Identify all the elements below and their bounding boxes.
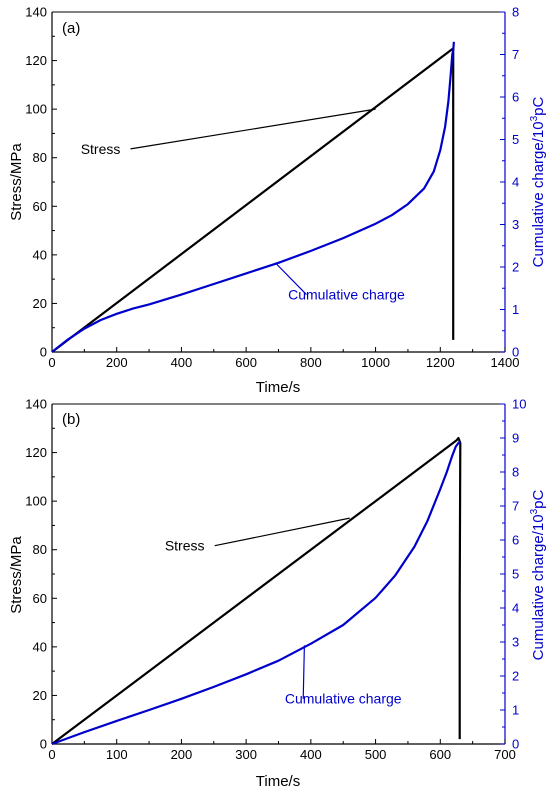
y2-tick-label: 2	[512, 260, 519, 275]
annotation-leader-line	[274, 262, 307, 295]
y2-tick-label: 1	[512, 302, 519, 317]
y-axis-label: Stress/MPa	[8, 143, 25, 221]
x-tick-label: 1400	[491, 355, 520, 370]
y2-tick-label: 6	[512, 533, 519, 548]
y2-tick-label: 7	[512, 47, 519, 62]
annotation-label: Stress	[165, 538, 205, 554]
annotation-label: Stress	[81, 141, 121, 157]
y-tick-label: 140	[25, 5, 47, 20]
y2-tick-label: 3	[512, 217, 519, 232]
y2-tick-label: 5	[512, 567, 519, 582]
panel-label: (b)	[62, 411, 80, 428]
y2-tick-label: 6	[512, 90, 519, 105]
y2-tick-label: 4	[512, 601, 519, 616]
y-tick-label: 0	[40, 737, 47, 752]
x-axis-label: Time/s	[256, 379, 300, 396]
y2-tick-label: 9	[512, 431, 519, 446]
series-line-stress	[51, 47, 455, 353]
x-tick-label: 200	[106, 355, 128, 370]
x-tick-label: 700	[494, 747, 516, 762]
series-line-stress	[51, 436, 462, 745]
x-tick-label: 1000	[361, 355, 390, 370]
y-tick-label: 140	[25, 397, 47, 412]
x-tick-label: 200	[171, 747, 193, 762]
y-axis-label: Stress/MPa	[8, 536, 25, 614]
y-tick-label: 100	[25, 102, 47, 117]
y-tick-label: 40	[33, 247, 47, 262]
chart-panel-b: (b) Time/s Stress/MPa Cumulative charge/…	[8, 397, 547, 791]
y-tick-label: 100	[25, 494, 47, 509]
y2-tick-label: 5	[512, 132, 519, 147]
y-tick-label: 80	[33, 150, 47, 165]
x-tick-label: 600	[429, 747, 451, 762]
y-tick-label: 120	[25, 445, 47, 460]
x-tick-label: 0	[48, 355, 55, 370]
panel-label: (a)	[62, 20, 80, 37]
y-tick-label: 60	[33, 199, 47, 214]
annotation-label: Cumulative charge	[288, 287, 405, 303]
y2-tick-label: 1	[512, 703, 519, 718]
y2-tick-label: 3	[512, 635, 519, 650]
y-tick-label: 60	[33, 591, 47, 606]
x-tick-label: 400	[171, 355, 193, 370]
x-tick-label: 600	[235, 355, 257, 370]
x-axis-label: Time/s	[256, 773, 300, 790]
x-tick-label: 800	[300, 355, 322, 370]
y2-axis-label: Cumulative charge/103pC	[529, 97, 547, 268]
y-tick-label: 80	[33, 542, 47, 557]
x-tick-label: 300	[235, 747, 257, 762]
annotation-leader-line	[302, 645, 305, 699]
series-line-cumulative-charge	[51, 440, 462, 746]
y2-tick-label: 8	[512, 465, 519, 480]
x-tick-label: 500	[365, 747, 387, 762]
y2-axis-label: Cumulative charge/103pC	[529, 490, 547, 661]
y2-tick-label: 4	[512, 175, 519, 190]
annotation-leader-line	[130, 108, 376, 150]
y2-tick-label: 0	[512, 345, 519, 360]
y2-tick-label: 8	[512, 5, 519, 20]
series-line-cumulative-charge	[51, 41, 455, 353]
y2-tick-label: 0	[512, 737, 519, 752]
x-tick-label: 0	[48, 747, 55, 762]
y2-tick-label: 2	[512, 669, 519, 684]
x-tick-label: 1200	[426, 355, 455, 370]
annotation-leader-line	[214, 517, 350, 547]
y-tick-label: 120	[25, 53, 47, 68]
x-tick-label: 100	[106, 747, 128, 762]
y2-tick-label: 10	[512, 397, 526, 412]
y-tick-label: 20	[33, 688, 47, 703]
chart-panel-a: (a) Time/s Stress/MPa Cumulative charge/…	[8, 5, 547, 397]
y-tick-label: 0	[40, 345, 47, 360]
y-tick-label: 20	[33, 296, 47, 311]
y-tick-label: 40	[33, 639, 47, 654]
y2-tick-label: 7	[512, 499, 519, 514]
x-tick-label: 400	[300, 747, 322, 762]
annotation-label: Cumulative charge	[285, 691, 402, 707]
